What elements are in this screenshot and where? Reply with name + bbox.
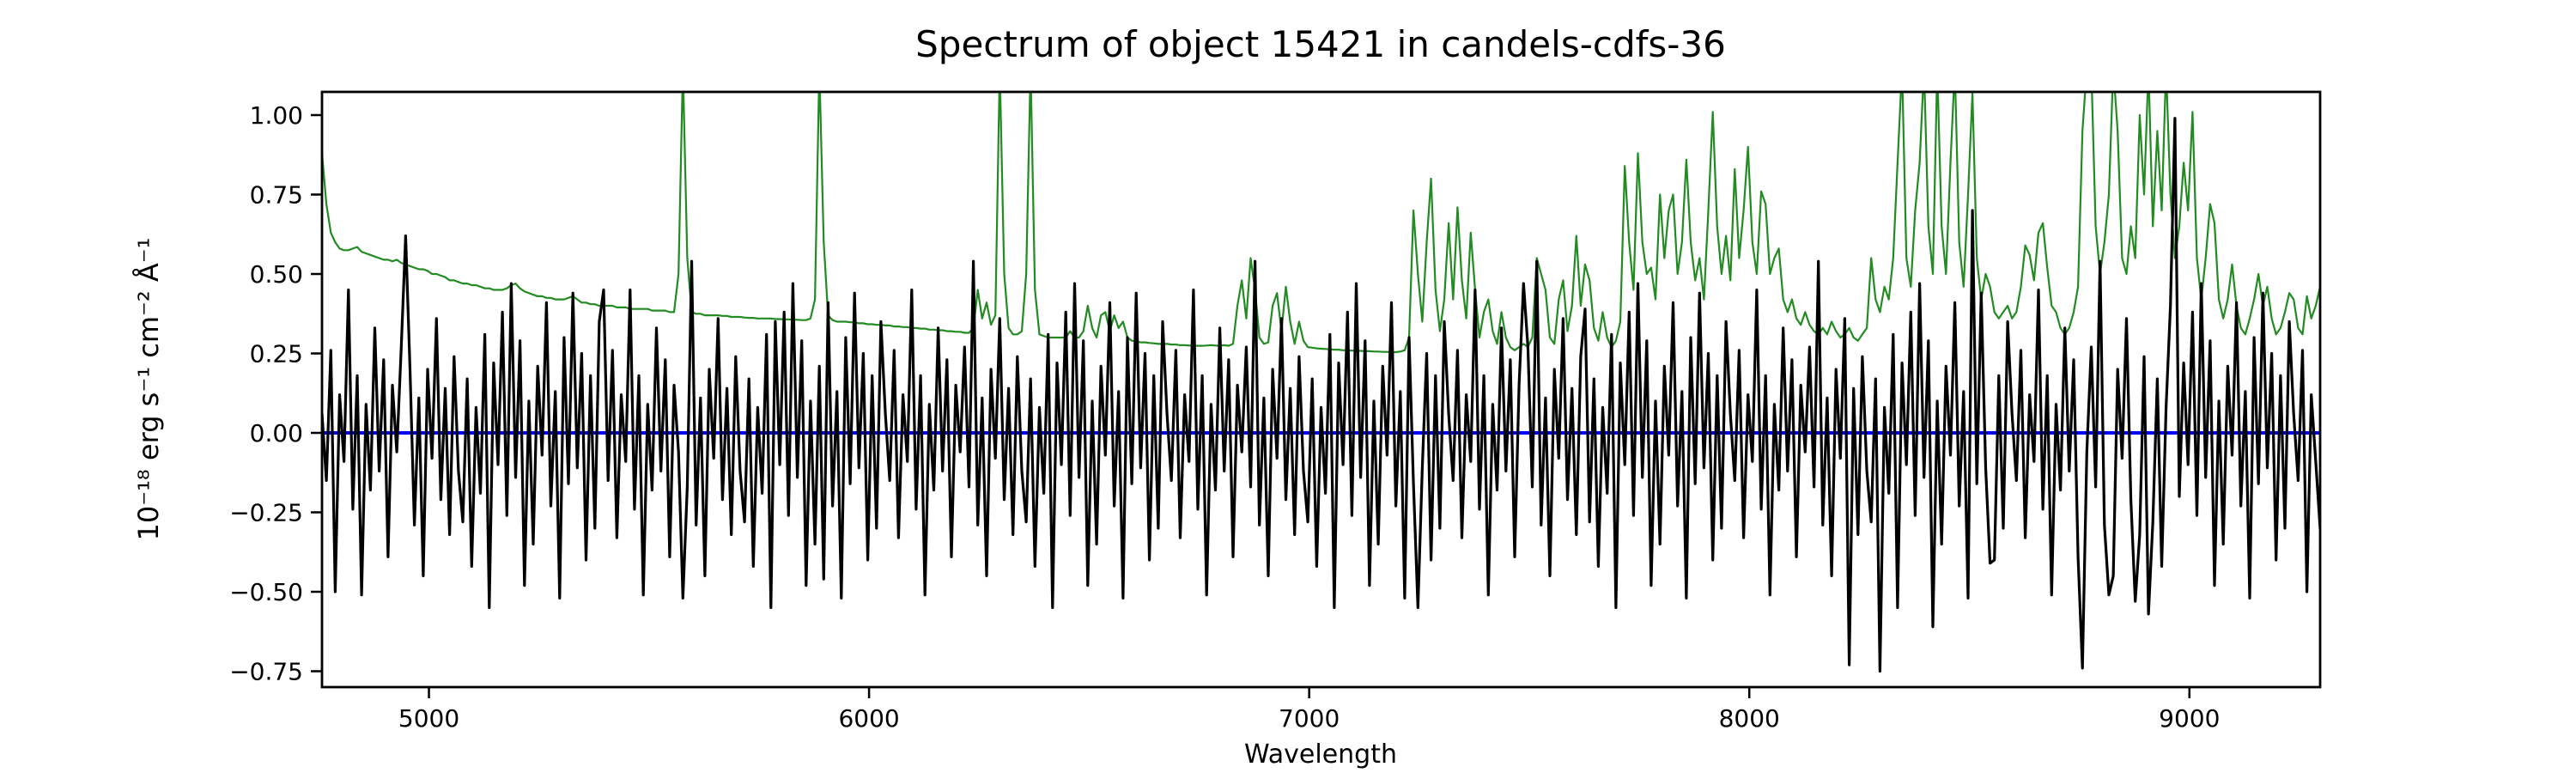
y-tick-label: −0.75 bbox=[229, 658, 303, 686]
axes-spines bbox=[320, 90, 2322, 689]
chart-title: Spectrum of object 15421 in candels-cdfs… bbox=[915, 23, 1726, 65]
object-flux-spectrum-line bbox=[322, 117, 2320, 673]
y-tick-label: 0.50 bbox=[250, 260, 303, 289]
x-axis-ticks: 5000 6000 7000 8000 9000 bbox=[398, 687, 2220, 733]
x-tick-label: 8000 bbox=[1719, 704, 1780, 733]
y-axis-ticks: 1.00 0.75 0.50 0.25 0.00 −0.25 −0.50 −0.75 bbox=[229, 101, 322, 686]
y-tick-label: 0.75 bbox=[250, 181, 303, 210]
y-tick-label: −0.50 bbox=[229, 578, 303, 606]
y-tick-label: 0.00 bbox=[250, 419, 303, 447]
y-axis-label: 10⁻¹⁸ erg s⁻¹ cm⁻² Å⁻¹ bbox=[132, 237, 165, 540]
x-tick-label: 5000 bbox=[398, 704, 459, 733]
data-layer bbox=[322, 92, 2320, 673]
plot-area: 5000 6000 7000 8000 9000 1.00 0.75 0.50 0.25 0.00… bbox=[229, 90, 2322, 733]
y-tick-label: −0.25 bbox=[229, 499, 303, 527]
sky-noise-spectrum-line bbox=[322, 92, 2320, 354]
y-tick-label: 0.25 bbox=[250, 340, 303, 368]
x-axis-label: Wavelength bbox=[1244, 740, 1397, 770]
x-tick-label: 6000 bbox=[838, 704, 899, 733]
x-tick-label: 9000 bbox=[2159, 704, 2220, 733]
y-tick-label: 1.00 bbox=[250, 101, 303, 130]
x-tick-label: 7000 bbox=[1279, 704, 1340, 733]
